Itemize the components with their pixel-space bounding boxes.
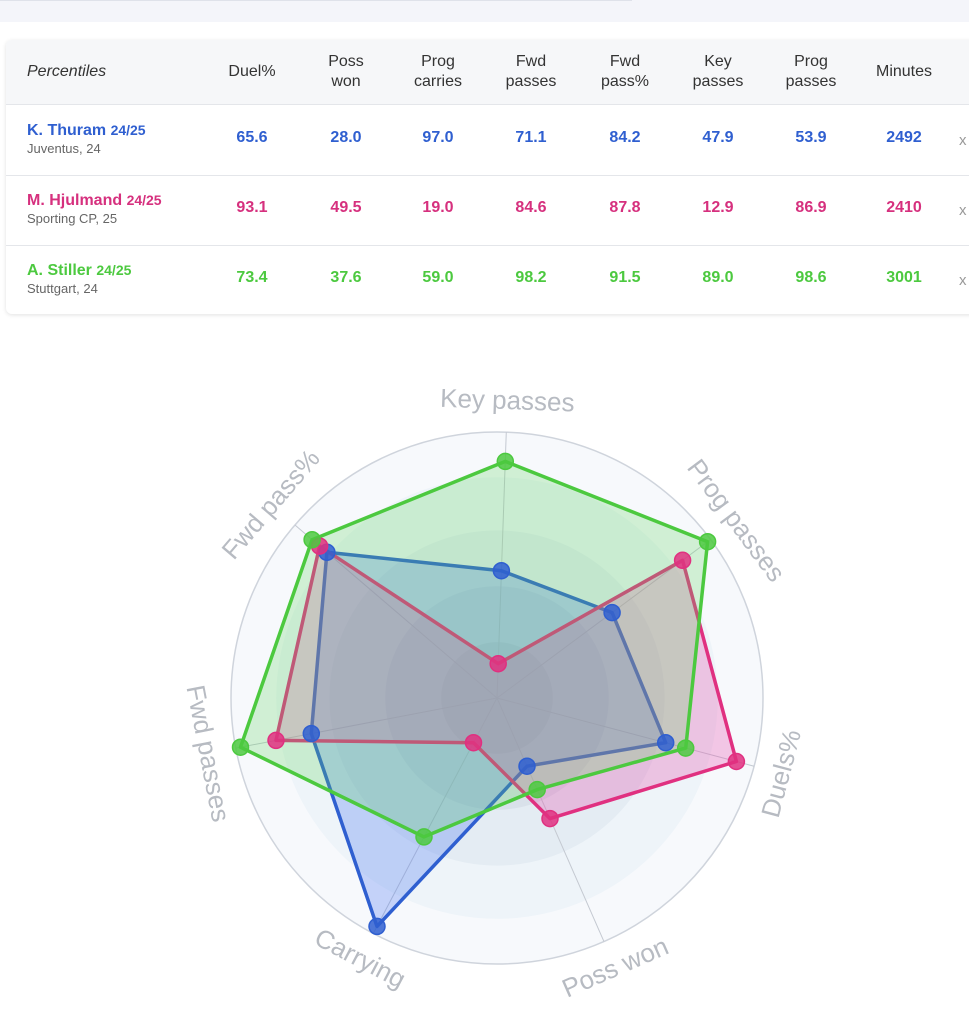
column-header[interactable]: Fwd pass%: [600, 53, 650, 90]
table-row: A. Stiller 24/25 Stuttgart, 24 73.4 37.6 59.…: [6, 245, 969, 314]
radar-point: [656, 733, 675, 752]
table-cell: 86.9: [795, 199, 827, 216]
column-header[interactable]: Fwd passes: [505, 53, 557, 90]
table-cell: 37.6: [330, 269, 362, 286]
radar-point: [676, 739, 695, 757]
player-meta: Sporting CP, 25: [27, 211, 118, 226]
radar-point: [368, 917, 386, 936]
radar-axis-label: Fwd passes: [181, 682, 237, 824]
player-name-text: M. Hjulmand: [27, 192, 127, 209]
table-cell: 49.5: [330, 199, 362, 216]
radar-point: [528, 780, 546, 799]
radar-spoke: [496, 697, 755, 767]
radar-series-area: [274, 544, 739, 821]
table-row: K. Thuram 24/25 Juventus, 24 65.6 28.0 97.0 7…: [6, 105, 969, 176]
table-cell: 28.0: [330, 129, 362, 146]
player-name[interactable]: K. Thuram 24/25: [27, 122, 146, 140]
divider: [0, 0, 632, 1]
table-header: Percentiles Duel% Poss won Prog carries Fwd…: [6, 40, 969, 105]
table-cell: 2492: [886, 129, 922, 146]
column-header[interactable]: Duel%: [228, 63, 276, 80]
player-name-text: A. Stiller: [27, 262, 97, 279]
table-cell: 87.8: [609, 199, 641, 216]
column-header[interactable]: Minutes: [875, 63, 933, 80]
table-cell: 89.0: [702, 269, 734, 286]
radar-point: [496, 452, 515, 471]
player-meta: Stuttgart, 24: [27, 281, 98, 296]
radar-series-area: [309, 550, 668, 929]
column-header[interactable]: Key passes: [692, 53, 744, 90]
radar-point: [698, 532, 717, 551]
table-row: M. Hjulmand 24/25 Sporting CP, 25 93.1 49.5…: [6, 175, 969, 246]
table-cell: 93.1: [236, 199, 268, 216]
radar-point: [231, 738, 250, 756]
column-header[interactable]: Prog passes: [785, 53, 837, 90]
table-cell: 91.5: [609, 269, 641, 286]
table-cell: 98.2: [515, 269, 547, 286]
table-cell: 73.4: [236, 269, 268, 286]
column-header[interactable]: Poss won: [328, 53, 364, 90]
table-cell: 53.9: [795, 129, 827, 146]
top-strip: [0, 0, 969, 22]
table-cell: 71.1: [515, 129, 547, 146]
radar-series-area: [238, 459, 710, 839]
radar-point: [302, 724, 321, 743]
radar-point: [464, 733, 483, 752]
radar-point: [415, 828, 433, 846]
table-cell: 19.0: [422, 199, 454, 216]
radar-point: [518, 757, 536, 775]
table-cell: 47.9: [702, 129, 734, 146]
radar-outer-ring: [230, 431, 764, 965]
radar-axis-label: Key passes: [440, 383, 575, 418]
table-cell: 97.0: [422, 129, 454, 146]
remove-player-button[interactable]: x: [959, 132, 967, 149]
table-cell: 84.6: [515, 199, 547, 216]
table-cell: 98.6: [795, 269, 827, 286]
player-name[interactable]: M. Hjulmand 24/25: [27, 192, 162, 210]
table-cell: 84.2: [609, 129, 641, 146]
radar-point: [541, 809, 559, 828]
radar-point: [727, 752, 746, 771]
remove-player-button[interactable]: x: [959, 272, 967, 289]
radar-axis-label: Duels%: [755, 726, 807, 820]
player-season: 24/25: [126, 192, 162, 208]
table-cell: 65.6: [236, 129, 268, 146]
remove-player-button[interactable]: x: [959, 202, 967, 219]
header-label: Percentiles: [27, 63, 107, 80]
percentiles-table: Percentiles Duel% Poss won Prog carries Fwd…: [6, 40, 969, 314]
table-cell: 59.0: [422, 269, 454, 286]
radar-point: [489, 654, 507, 673]
player-meta: Juventus, 24: [27, 141, 101, 156]
radar-point: [303, 530, 321, 549]
column-header[interactable]: Prog carries: [413, 53, 462, 90]
table-cell: 12.9: [702, 199, 734, 216]
player-season: 24/25: [110, 122, 146, 138]
radar-point: [673, 551, 692, 570]
player-season: 24/25: [96, 262, 132, 278]
player-name[interactable]: A. Stiller 24/25: [27, 262, 131, 280]
table-cell: 2410: [886, 199, 922, 216]
radar-point: [603, 603, 621, 622]
radar-point: [267, 731, 285, 750]
player-name-text: K. Thuram: [27, 122, 111, 139]
table-cell: 3001: [886, 269, 922, 286]
radar-point: [492, 561, 511, 580]
